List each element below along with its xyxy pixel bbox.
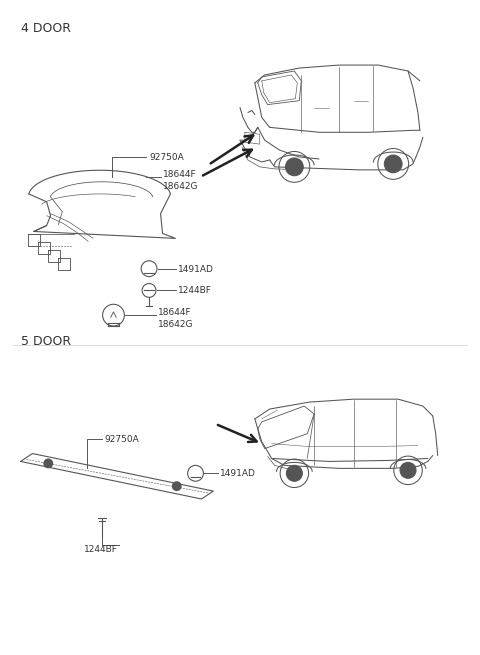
Text: 1491AD: 1491AD	[220, 470, 256, 478]
Circle shape	[384, 155, 402, 173]
Text: 1244BF: 1244BF	[84, 546, 118, 554]
Text: 4 DOOR: 4 DOOR	[21, 22, 71, 35]
Circle shape	[287, 465, 302, 481]
Text: 5 DOOR: 5 DOOR	[21, 335, 71, 348]
Text: 18642G: 18642G	[163, 181, 198, 191]
Circle shape	[286, 158, 303, 176]
Text: 92750A: 92750A	[149, 153, 184, 162]
Circle shape	[400, 462, 416, 478]
Text: 18644F: 18644F	[158, 309, 192, 317]
Circle shape	[172, 481, 182, 491]
Text: 92750A: 92750A	[105, 435, 139, 443]
Text: 18642G: 18642G	[158, 320, 193, 329]
Text: 1244BF: 1244BF	[178, 286, 212, 295]
Text: 1491AD: 1491AD	[178, 265, 214, 274]
Text: 18644F: 18644F	[163, 170, 196, 179]
Circle shape	[43, 458, 53, 468]
